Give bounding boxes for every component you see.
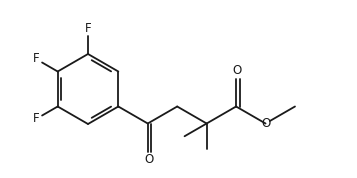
Text: O: O xyxy=(144,153,154,166)
Text: F: F xyxy=(33,112,39,125)
Text: F: F xyxy=(33,53,39,66)
Text: O: O xyxy=(232,64,242,77)
Text: F: F xyxy=(85,22,91,35)
Text: O: O xyxy=(261,117,270,130)
